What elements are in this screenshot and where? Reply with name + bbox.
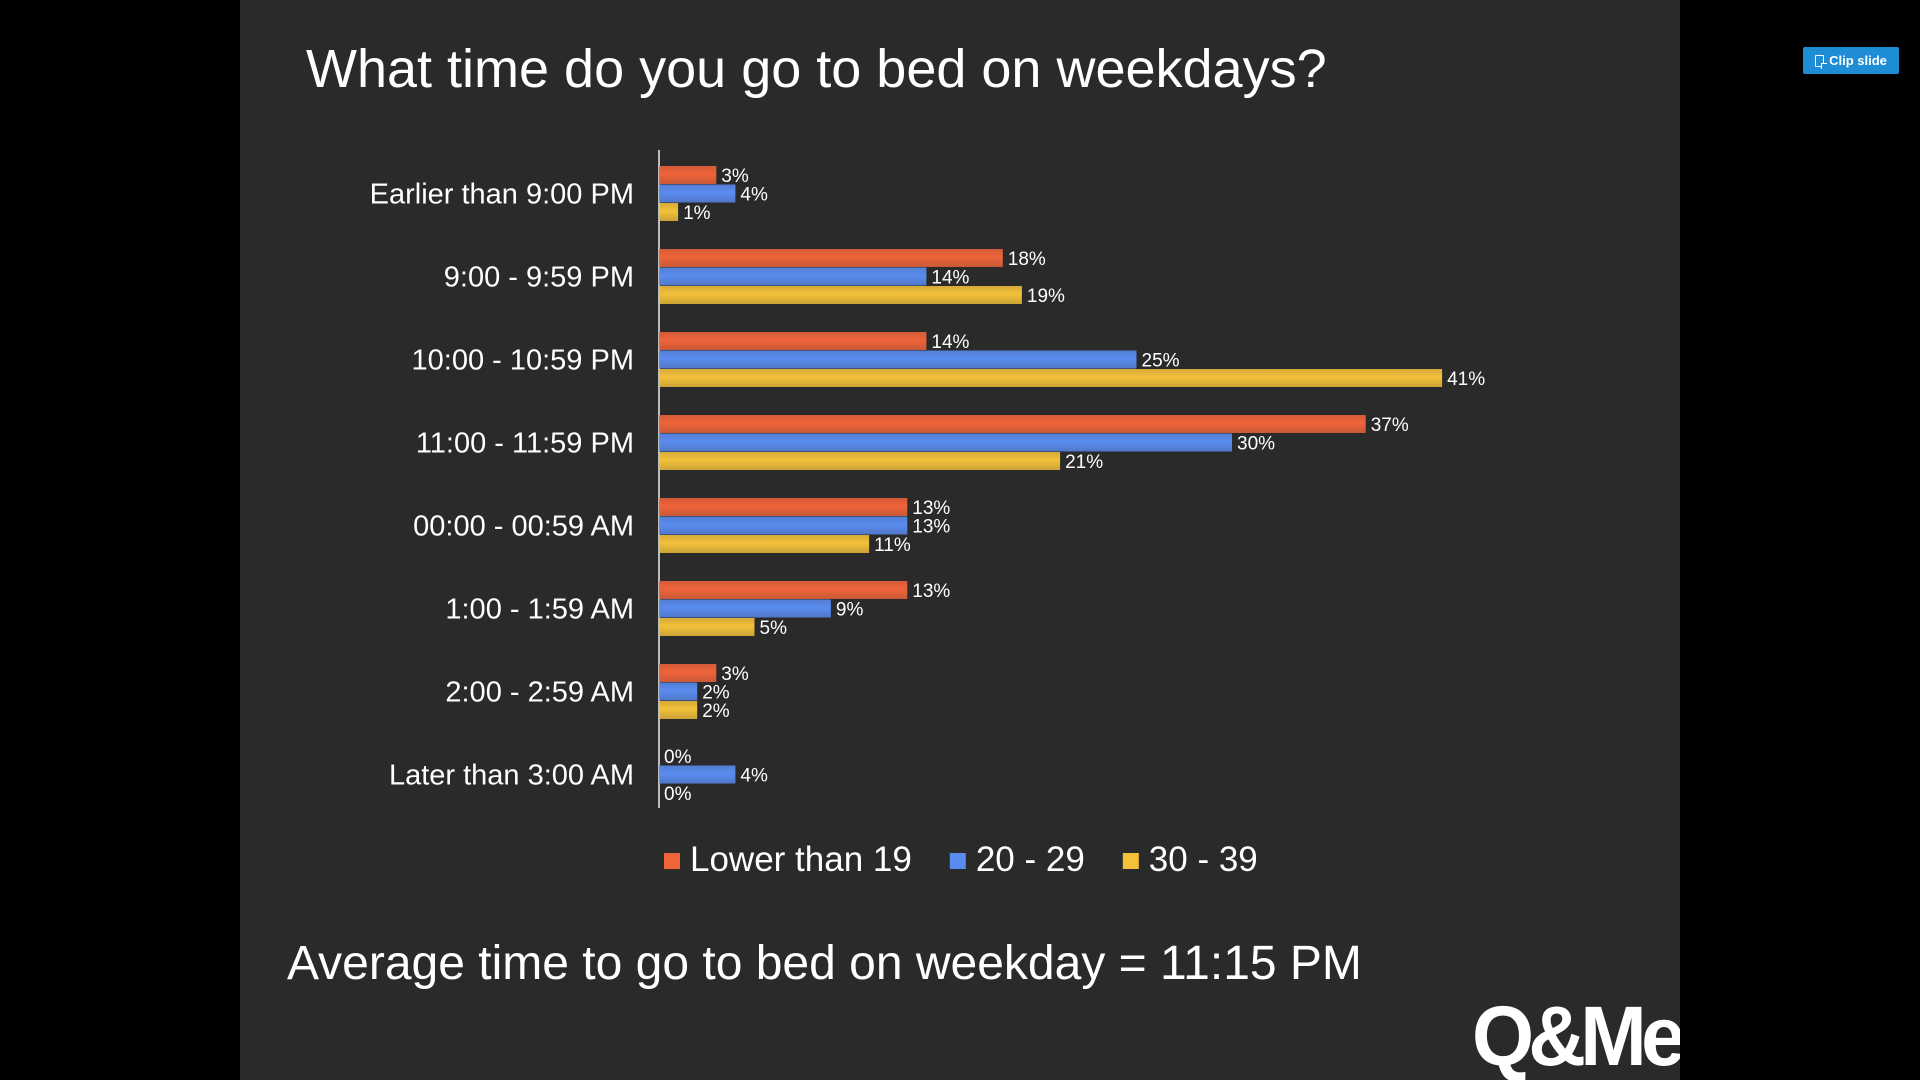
bar-chart: Earlier than 9:00 PM3%4%1%9:00 - 9:59 PM… <box>370 150 1485 879</box>
legend-label: Lower than 19 <box>690 840 912 879</box>
bar-20-29 <box>659 682 698 701</box>
bar-20-29 <box>659 516 908 535</box>
clip-slide-button[interactable]: Clip slide <box>1803 47 1899 74</box>
bar-value-label: 19% <box>1027 286 1065 307</box>
bar-30-39 <box>659 203 679 221</box>
bar-lower-than-19 <box>659 166 717 184</box>
bar-lower-than-19 <box>659 415 1366 433</box>
slide: What time do you go to bed on weekdays? … <box>240 0 1680 1080</box>
bar-value-label: 13% <box>912 581 950 602</box>
category-label: 1:00 - 1:59 AM <box>445 594 634 626</box>
bar-20-29 <box>659 765 736 784</box>
bar-lower-than-19 <box>659 581 908 599</box>
bar-20-29 <box>659 350 1137 369</box>
legend-swatch <box>664 853 680 869</box>
bar-value-label: 9% <box>836 600 864 621</box>
bar-value-label: 13% <box>912 517 950 538</box>
bar-30-39 <box>659 452 1061 470</box>
bar-30-39 <box>659 369 1443 387</box>
bar-lower-than-19 <box>659 498 908 516</box>
category-label: Later than 3:00 AM <box>389 760 634 792</box>
bar-30-39 <box>659 618 755 636</box>
clip-slide-label: Clip slide <box>1829 53 1887 68</box>
brand-logo: Q&Me <box>1472 989 1680 1080</box>
bar-value-label: 5% <box>760 618 788 639</box>
bar-20-29 <box>659 433 1232 452</box>
bar-value-label: 3% <box>721 166 749 187</box>
bar-value-label: 2% <box>702 683 730 704</box>
bar-lower-than-19 <box>659 664 717 682</box>
category-label: 9:00 - 9:59 PM <box>444 262 634 294</box>
legend-label: 20 - 29 <box>976 840 1085 879</box>
bar-lower-than-19 <box>659 249 1003 267</box>
legend-swatch <box>949 853 966 869</box>
bar-value-label: 11% <box>874 535 911 556</box>
bar-value-label: 0% <box>664 784 692 805</box>
category-label: 10:00 - 10:59 PM <box>412 345 634 377</box>
bar-lower-than-19 <box>659 332 927 350</box>
bar-value-label: 30% <box>1237 434 1275 455</box>
bar-value-label: 21% <box>1065 452 1103 473</box>
bar-value-label: 3% <box>721 664 749 685</box>
category-label: 11:00 - 11:59 PM <box>416 428 634 460</box>
bar-value-label: 37% <box>1371 415 1409 436</box>
bar-30-39 <box>659 535 870 553</box>
legend-swatch <box>1122 853 1139 869</box>
clip-slide-icon <box>1815 54 1828 69</box>
average-bedtime-note: Average time to go to bed on weekday = 1… <box>287 937 1362 990</box>
bar-30-39 <box>659 701 698 719</box>
slide-title: What time do you go to bed on weekdays? <box>306 39 1327 99</box>
bar-value-label: 1% <box>683 203 711 224</box>
legend-label: 30 - 39 <box>1149 840 1258 879</box>
bar-20-29 <box>659 267 927 286</box>
bar-value-label: 14% <box>931 268 969 289</box>
category-label: 2:00 - 2:59 AM <box>445 677 634 709</box>
bar-value-label: 2% <box>702 701 730 722</box>
category-label: 00:00 - 00:59 AM <box>413 511 634 543</box>
bar-value-label: 41% <box>1447 369 1485 390</box>
bar-30-39 <box>659 286 1022 304</box>
category-label: Earlier than 9:00 PM <box>370 179 634 211</box>
bar-value-label: 0% <box>664 747 692 768</box>
bar-value-label: 18% <box>1008 249 1046 270</box>
bar-value-label: 4% <box>740 766 768 787</box>
bar-value-label: 25% <box>1142 351 1180 372</box>
bar-value-label: 4% <box>740 185 768 206</box>
bar-20-29 <box>659 599 831 618</box>
bar-20-29 <box>659 184 736 203</box>
bar-value-label: 13% <box>912 498 950 519</box>
bar-value-label: 14% <box>931 332 969 353</box>
